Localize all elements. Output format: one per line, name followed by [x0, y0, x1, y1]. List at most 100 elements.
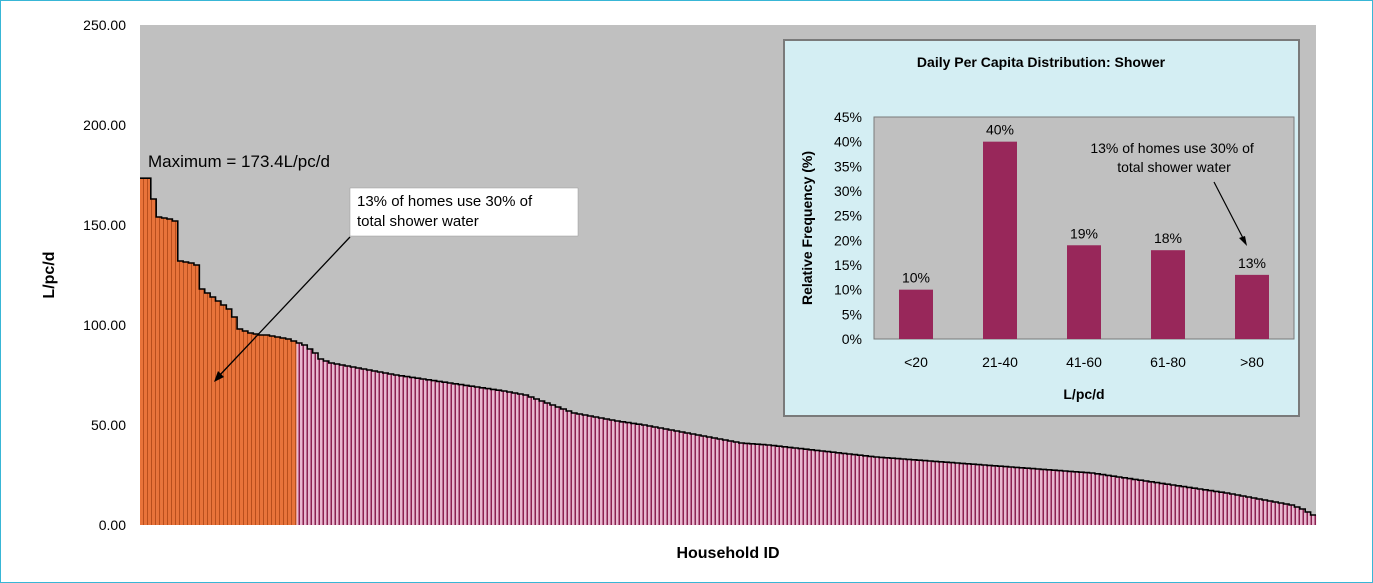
- household-bar: [328, 363, 335, 525]
- highlight-household-bar: [172, 221, 178, 525]
- household-bar: [949, 462, 955, 525]
- household-bar: [1175, 485, 1182, 525]
- household-bar: [571, 413, 578, 525]
- inset-y-tick-label: 45%: [834, 109, 862, 125]
- inset-category-label: 61-80: [1150, 354, 1186, 370]
- household-bar: [420, 379, 427, 525]
- highlight-household-bar: [193, 265, 200, 525]
- inset-category-label: 41-60: [1066, 354, 1102, 370]
- household-bar: [496, 390, 502, 525]
- household-bar: [393, 375, 400, 525]
- highlight-household-bar: [215, 301, 222, 525]
- household-bar: [873, 457, 880, 525]
- household-bar: [1218, 492, 1225, 525]
- household-bar: [560, 409, 567, 525]
- household-bar: [1057, 470, 1063, 525]
- household-bar: [630, 423, 637, 525]
- household-bar: [1164, 484, 1171, 525]
- highlight-household-bar: [161, 218, 168, 525]
- household-bar: [479, 387, 486, 525]
- household-bar: [852, 454, 858, 525]
- household-bar: [938, 461, 944, 525]
- household-bar: [781, 446, 788, 525]
- household-bar: [674, 431, 680, 525]
- household-bar: [436, 381, 443, 525]
- household-bar: [1030, 468, 1036, 525]
- household-bar: [771, 445, 777, 525]
- household-bar: [1278, 503, 1284, 525]
- household-bar: [970, 464, 977, 525]
- household-bar: [1051, 470, 1058, 525]
- household-bar: [749, 443, 756, 525]
- inset-y-tick-label: 0%: [842, 331, 862, 347]
- household-bar: [366, 370, 373, 525]
- highlight-household-bar: [242, 331, 249, 525]
- household-bar: [825, 451, 831, 525]
- household-bar: [371, 371, 378, 525]
- highlight-household-bar: [291, 341, 297, 525]
- inset-category-label: <20: [904, 354, 928, 370]
- household-bar: [555, 407, 561, 525]
- highlight-household-bar: [140, 178, 146, 525]
- household-bar: [1262, 500, 1268, 525]
- household-bar: [344, 366, 351, 525]
- household-bar: [458, 384, 464, 525]
- household-bar: [334, 364, 340, 525]
- household-bar: [506, 392, 513, 525]
- household-bar: [981, 465, 988, 525]
- household-bar: [922, 460, 928, 525]
- household-bar: [1148, 481, 1155, 525]
- highlight-household-bar: [150, 199, 157, 525]
- household-bar: [355, 368, 362, 525]
- household-bar: [1084, 472, 1090, 525]
- household-bar: [706, 437, 713, 525]
- household-bar: [884, 457, 891, 525]
- household-bar: [598, 418, 605, 525]
- inset-title: Daily Per Capita Distribution: Shower: [917, 54, 1166, 70]
- household-bar: [1073, 471, 1079, 525]
- main-y-tick-label: 250.00: [83, 17, 126, 33]
- household-bar: [959, 463, 966, 525]
- household-bar: [879, 457, 885, 525]
- household-bar: [1013, 467, 1020, 525]
- household-bar: [1127, 478, 1133, 525]
- household-bar: [582, 415, 588, 525]
- household-bar: [447, 383, 454, 525]
- inset-x-axis-label: L/pc/d: [1063, 386, 1104, 402]
- inset-bar: [899, 289, 933, 339]
- household-bar: [641, 425, 648, 525]
- share-annotation-arrow: [214, 236, 351, 382]
- household-bar: [1224, 493, 1230, 525]
- household-bar: [1062, 471, 1069, 525]
- household-bar: [609, 420, 615, 525]
- main-bars-group: [140, 177, 1317, 525]
- household-bar: [1235, 495, 1241, 525]
- household-bar: [1067, 471, 1074, 525]
- household-bar: [679, 432, 686, 525]
- household-bar: [625, 422, 632, 525]
- household-bar: [787, 447, 793, 525]
- inset-y-tick-label: 30%: [834, 183, 862, 199]
- household-bar: [916, 460, 923, 525]
- inset-category-label: 21-40: [982, 354, 1018, 370]
- household-bar: [512, 393, 518, 525]
- highlight-household-bar: [177, 261, 184, 525]
- household-bar: [1251, 498, 1257, 525]
- household-bar: [895, 458, 901, 525]
- household-bar: [398, 375, 405, 525]
- household-bar: [711, 438, 718, 525]
- household-bar: [474, 387, 481, 525]
- highlight-household-bar: [156, 217, 162, 525]
- household-bar: [1191, 488, 1198, 525]
- household-bar: [452, 383, 459, 525]
- household-bar: [943, 462, 950, 525]
- household-bar: [1003, 466, 1009, 525]
- inset-bars-group: 10% <20 40% 21-40 19% 41-60 18% 61-80 13% >80: [899, 122, 1269, 370]
- inset-y-tick-label: 20%: [834, 232, 862, 248]
- household-bar: [1159, 483, 1166, 525]
- household-bar: [776, 446, 783, 525]
- household-bar: [323, 361, 330, 525]
- household-bar: [663, 429, 669, 525]
- highlight-household-bar: [226, 309, 232, 525]
- household-bar: [1289, 505, 1295, 525]
